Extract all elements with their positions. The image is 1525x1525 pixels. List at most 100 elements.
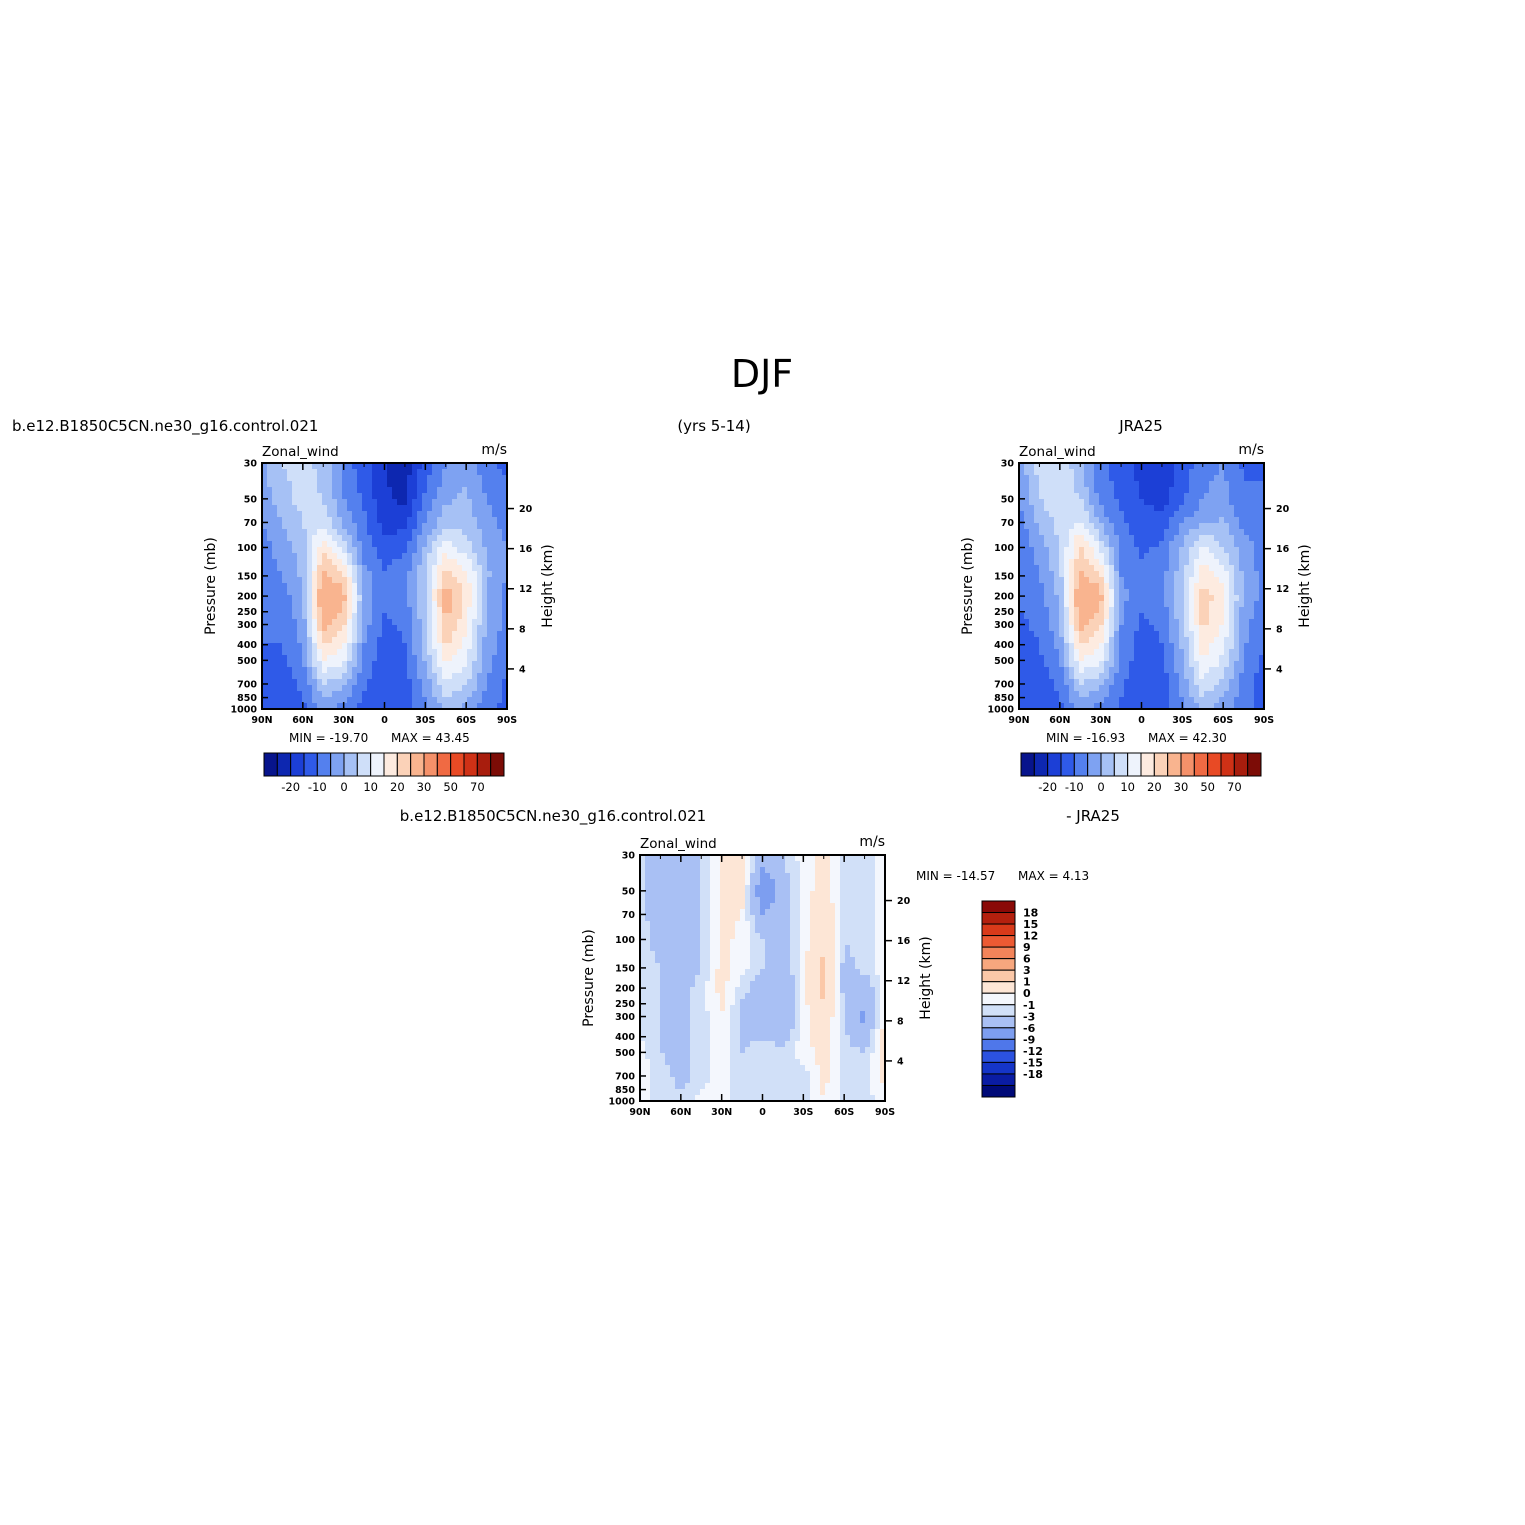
- contour-cell: [302, 679, 308, 686]
- contour-cell: [477, 571, 483, 578]
- contour-cell: [427, 697, 433, 704]
- contour-cell: [302, 517, 308, 524]
- contour-cell: [312, 487, 318, 494]
- contour-cell: [487, 571, 493, 578]
- contour-cell: [755, 945, 761, 952]
- contour-cell: [1229, 643, 1235, 650]
- contour-cell: [337, 643, 343, 650]
- contour-cell: [840, 855, 846, 862]
- contour-cell: [332, 595, 338, 602]
- contour-cell: [387, 577, 393, 584]
- contour-cell: [1119, 541, 1125, 548]
- contour-cell: [1044, 703, 1050, 710]
- contour-cell: [1259, 679, 1265, 686]
- contour-cell: [1024, 631, 1030, 638]
- contour-cell: [302, 481, 308, 488]
- contour-cell: [487, 595, 493, 602]
- contour-cell: [1149, 559, 1155, 566]
- contour-cell: [1244, 493, 1250, 500]
- contour-cell: [1259, 613, 1265, 620]
- contour-cell: [1029, 511, 1035, 518]
- contour-cell: [715, 915, 721, 922]
- contour-cell: [502, 511, 508, 518]
- contour-cell: [1204, 559, 1210, 566]
- contour-cell: [1079, 601, 1085, 608]
- contour-cell: [312, 559, 318, 566]
- contour-cell: [502, 523, 508, 530]
- contour-cell: [432, 607, 438, 614]
- contour-cell: [327, 535, 333, 542]
- contour-cell: [730, 861, 736, 868]
- contour-cell: [362, 595, 368, 602]
- contour-cell: [412, 703, 418, 710]
- contour-cell: [432, 601, 438, 608]
- contour-cell: [1049, 565, 1055, 572]
- contour-cell: [332, 511, 338, 518]
- contour-cell: [387, 529, 393, 536]
- contour-cell: [1049, 637, 1055, 644]
- contour-cell: [1144, 679, 1150, 686]
- contour-cell: [1034, 505, 1040, 512]
- contour-cell: [695, 885, 701, 892]
- contour-cell: [805, 873, 811, 880]
- contour-cell: [347, 493, 353, 500]
- contour-cell: [337, 607, 343, 614]
- contour-cell: [427, 649, 433, 656]
- contour-cell: [795, 867, 801, 874]
- contour-cell: [1149, 601, 1155, 608]
- contour-cell: [1249, 667, 1255, 674]
- contour-cell: [1129, 679, 1135, 686]
- contour-cell: [1149, 475, 1155, 482]
- contour-cell: [1084, 673, 1090, 680]
- contour-cell: [1169, 529, 1175, 536]
- contour-cell: [1204, 499, 1210, 506]
- contour-cell: [825, 903, 831, 910]
- contour-cell: [1024, 535, 1030, 542]
- contour-cell: [272, 649, 278, 656]
- contour-cell: [1044, 655, 1050, 662]
- contour-cell: [1164, 673, 1170, 680]
- contour-cell: [1234, 571, 1240, 578]
- contour-cell: [1134, 691, 1140, 698]
- contour-cell: [432, 505, 438, 512]
- contour-cell: [282, 469, 288, 476]
- contour-cell: [1019, 661, 1025, 668]
- contour-cell: [1164, 547, 1170, 554]
- contour-cell: [397, 691, 403, 698]
- contour-cell: [1134, 679, 1140, 686]
- contour-cell: [1154, 505, 1160, 512]
- contour-cell: [1159, 697, 1165, 704]
- contour-cell: [1199, 523, 1205, 530]
- contour-cell: [1019, 601, 1025, 608]
- contour-cell: [1124, 655, 1130, 662]
- contour-cell: [1074, 523, 1080, 530]
- contour-cell: [1019, 535, 1025, 542]
- contour-cell: [347, 475, 353, 482]
- contour-cell: [1259, 619, 1265, 626]
- contour-cell: [1049, 523, 1055, 530]
- contour-cell: [1029, 637, 1035, 644]
- contour-cell: [1074, 637, 1080, 644]
- contour-cell: [312, 607, 318, 614]
- contour-cell: [1059, 523, 1065, 530]
- contour-cell: [392, 661, 398, 668]
- contour-cell: [317, 541, 323, 548]
- colorbar-label: 70: [1227, 780, 1242, 794]
- contour-cell: [362, 613, 368, 620]
- contour-cell: [1144, 463, 1150, 470]
- contour-cell: [1069, 559, 1075, 566]
- contour-cell: [1109, 607, 1115, 614]
- contour-cell: [1259, 517, 1265, 524]
- contour-cell: [412, 601, 418, 608]
- contour-cell: [870, 855, 876, 862]
- contour-cell: [690, 873, 696, 880]
- contour-cell: [1244, 583, 1250, 590]
- contour-cell: [322, 637, 328, 644]
- contour-cell: [740, 927, 746, 934]
- contour-cell: [467, 595, 473, 602]
- contour-cell: [462, 511, 468, 518]
- contour-cell: [442, 619, 448, 626]
- contour-cell: [297, 601, 303, 608]
- contour-cell: [1184, 649, 1190, 656]
- contour-cell: [332, 601, 338, 608]
